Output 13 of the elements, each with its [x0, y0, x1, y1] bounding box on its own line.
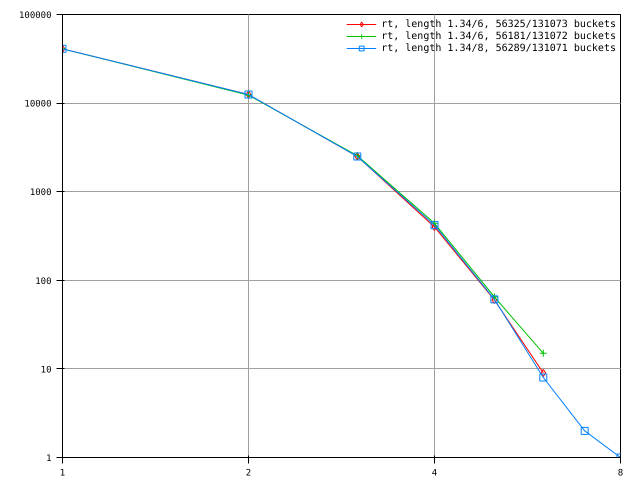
x-tick-label: 8: [618, 468, 624, 478]
y-tick-label: 1: [46, 454, 52, 464]
y-tick-label: 10000: [24, 100, 52, 110]
y-tick-label: 10: [40, 365, 52, 376]
legend-label: rt, length 1.34/8, 56289/131071 buckets: [381, 42, 616, 54]
y-tick-label: 100000: [18, 11, 52, 21]
x-tick-label: 4: [432, 468, 438, 478]
legend-label: rt, length 1.34/6, 56325/131073 buckets: [381, 18, 616, 30]
x-tick-label: 1: [60, 468, 66, 478]
x-tick-label: 2: [246, 468, 252, 478]
y-tick-label: 100: [35, 276, 52, 287]
legend-label: rt, length 1.34/6, 56181/131072 buckets: [381, 30, 616, 42]
y-tick-label: 1000: [30, 188, 52, 198]
